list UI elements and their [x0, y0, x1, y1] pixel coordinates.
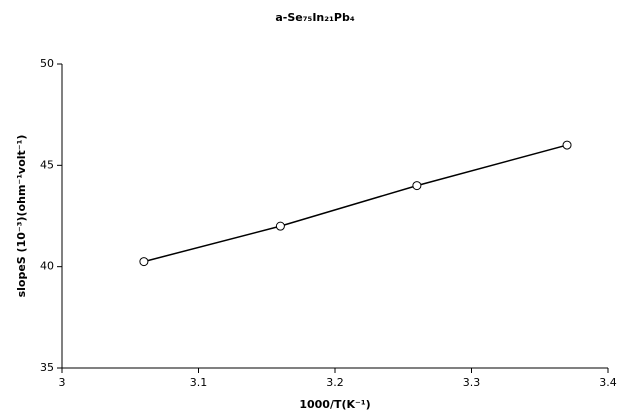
y-tick-label: 40 [40, 260, 54, 273]
x-tick-label: 3.3 [463, 376, 481, 389]
x-tick-label: 3.4 [599, 376, 617, 389]
y-tick-label: 45 [40, 158, 54, 171]
y-tick-label: 50 [40, 57, 54, 70]
series-line [143, 144, 568, 263]
data-point [412, 181, 422, 191]
x-axis-label: 1000/T(K⁻¹) [299, 398, 370, 411]
data-point [139, 257, 149, 267]
chart-title: a-Se₇₅In₂₁Pb₄ [275, 11, 355, 24]
data-point [275, 221, 285, 231]
y-axis-label: slopeS (10⁻³)(ohm⁻¹volt⁻¹) [15, 135, 28, 298]
data-point [562, 140, 572, 150]
y-tick-label: 35 [40, 361, 54, 374]
x-tick-label: 3.2 [326, 376, 344, 389]
x-tick-label: 3 [59, 376, 66, 389]
x-tick-label: 3.1 [190, 376, 208, 389]
